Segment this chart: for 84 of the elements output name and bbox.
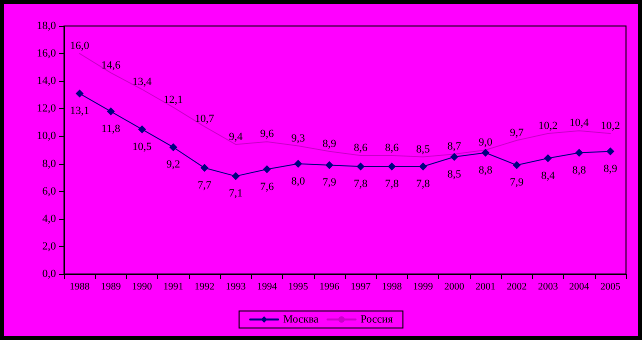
data-label: 11,8 [101, 122, 121, 135]
data-label: 7,7 [198, 179, 212, 192]
x-tick-label: 1998 [382, 282, 402, 292]
data-label: 7,8 [416, 178, 430, 190]
point [356, 162, 365, 171]
point [232, 172, 240, 180]
data-label: 14,6 [101, 59, 121, 72]
point [388, 162, 396, 171]
data-label: 10,2 [600, 120, 620, 132]
point [262, 165, 271, 174]
x-tick-label: 2001 [476, 282, 496, 292]
x-tick-label: 1999 [413, 282, 434, 292]
point [325, 161, 334, 170]
data-label: 8,5 [447, 168, 462, 180]
data-label: 8,9 [604, 162, 618, 175]
data-label: 10,7 [194, 113, 215, 126]
data-label: 8,9 [322, 138, 337, 150]
point [294, 160, 302, 168]
x-tick-label: 2003 [538, 282, 558, 292]
data-label: 9,6 [260, 128, 274, 140]
data-label: 7,1 [228, 188, 243, 200]
data-label: 12,1 [164, 94, 183, 106]
y-tick-label: 0,0 [42, 268, 56, 280]
x-tick-label: 1993 [226, 282, 246, 292]
legend-label: Россия [360, 314, 393, 326]
data-label: 7,8 [384, 178, 400, 190]
data-label: 10,4 [570, 117, 590, 130]
data-label: 7,9 [510, 176, 524, 189]
x-tick-label: 1995 [288, 282, 308, 292]
data-label: 16,0 [70, 40, 90, 52]
point [76, 90, 84, 98]
data-label: 9,0 [478, 136, 493, 148]
point [482, 148, 490, 157]
data-label: 10,2 [538, 120, 558, 132]
data-label: 8,6 [354, 142, 368, 154]
y-tick-label: 14,0 [36, 75, 56, 88]
y-tick-label: 8,0 [42, 158, 56, 170]
x-tick-label: 1994 [256, 282, 277, 292]
point [200, 164, 208, 172]
legend-label: Москва [283, 314, 319, 326]
data-label: 9,7 [510, 126, 524, 139]
data-label: 8,6 [384, 142, 400, 154]
x-tick-label: 1989 [100, 282, 121, 292]
x-tick-label: 1991 [163, 282, 184, 292]
data-label: 8,0 [291, 175, 306, 188]
data-label: 13,1 [70, 105, 90, 118]
x-tick-label: 1997 [350, 282, 371, 292]
y-tick-label: 2,0 [42, 240, 56, 252]
point [544, 154, 552, 162]
y-tick-label: 12,0 [36, 102, 56, 115]
y-tick-label: 18,0 [36, 20, 56, 32]
data-label: 8,7 [447, 140, 462, 153]
data-label: 9,3 [291, 132, 306, 144]
data-label: 10,5 [132, 140, 152, 153]
x-tick-label: 2004 [569, 282, 590, 292]
point [138, 125, 146, 134]
point [450, 152, 458, 161]
data-label: 8,4 [541, 170, 556, 182]
data-label: 8,8 [572, 164, 587, 176]
data-label: 7,6 [260, 180, 274, 193]
x-tick-label: 2002 [506, 282, 527, 292]
y-tick-label: 4,0 [42, 212, 56, 225]
point [575, 148, 584, 157]
x-tick-label: 1996 [319, 282, 340, 292]
y-tick-label: 16,0 [36, 48, 56, 60]
data-label: 7,8 [354, 178, 368, 190]
data-label: 9,4 [228, 130, 244, 143]
x-tick-label: 2000 [444, 282, 464, 292]
point [106, 107, 115, 116]
data-label: 9,2 [166, 158, 180, 171]
y-tick-label: 6,0 [42, 185, 56, 198]
point [419, 162, 428, 171]
x-tick-label: 1988 [70, 282, 90, 292]
data-label: 7,9 [322, 176, 337, 189]
data-label: 8,5 [416, 143, 430, 156]
point [169, 143, 178, 152]
y-tick-label: 10,0 [36, 130, 56, 142]
x-tick-label: 2005 [600, 282, 620, 292]
point [606, 147, 614, 156]
data-label: 13,4 [132, 76, 152, 88]
x-tick-label: 1990 [132, 282, 152, 292]
x-tick-label: 1992 [194, 282, 214, 292]
point [512, 161, 521, 170]
data-label: 8,8 [478, 164, 493, 176]
